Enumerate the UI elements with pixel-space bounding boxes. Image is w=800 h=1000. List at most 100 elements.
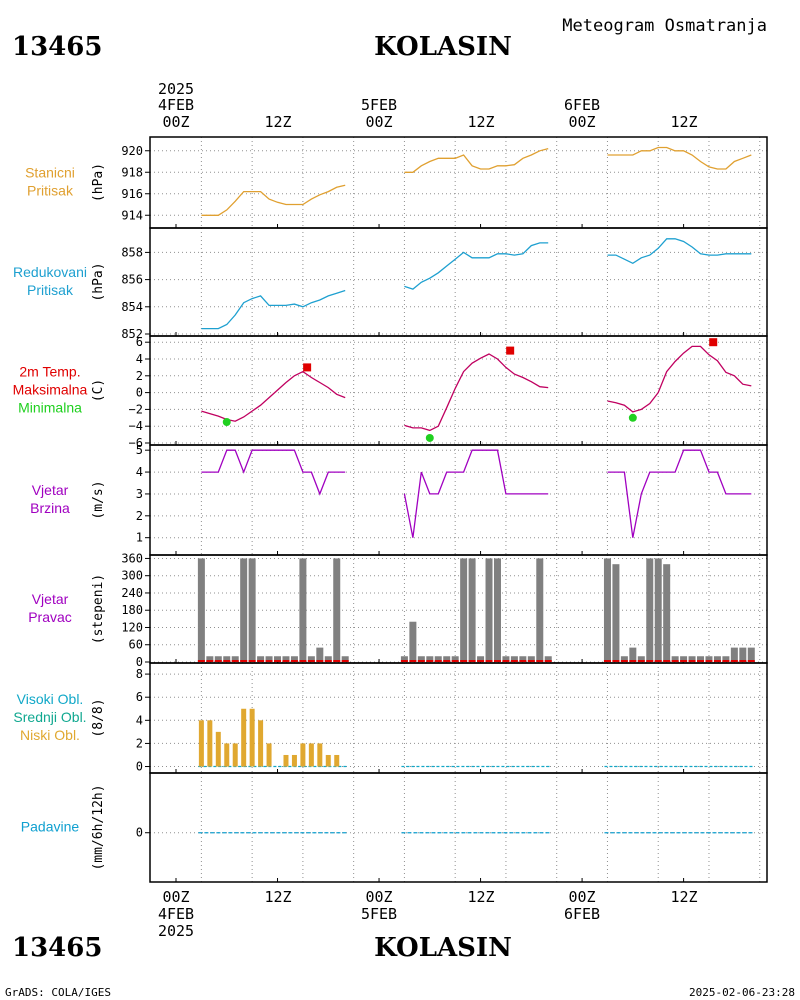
cloud_cover-unit-label: (8/8) — [91, 698, 106, 737]
wind-direction-bar — [747, 647, 755, 662]
y-tick-label: −4 — [129, 419, 143, 433]
wind-direction-bar — [206, 656, 214, 662]
station-id-bottom: 13465 — [12, 933, 102, 963]
wind-direction-bar — [713, 656, 721, 662]
cloud_cover-label-line: Srednji Obl. — [13, 709, 86, 725]
low-cloud-bar — [241, 708, 247, 767]
wind_speed-label-line: Brzina — [30, 500, 70, 516]
wind-direction-bar — [680, 656, 688, 662]
station_pressure-series-line — [201, 184, 346, 216]
wind-direction-bar — [603, 558, 611, 662]
station_pressure-unit-label: (hPa) — [91, 163, 106, 202]
hour-label-top-6: 12Z — [670, 113, 697, 131]
low-cloud-bar — [308, 743, 314, 767]
wind-direction-bar — [341, 656, 349, 662]
min-temp-marker — [425, 433, 434, 442]
wind-direction-bar — [629, 647, 637, 662]
wind_speed-series-line — [201, 449, 346, 496]
precipitation-label-line: Padavine — [21, 819, 80, 835]
reduced_pressure-label-line: Pritisak — [27, 282, 74, 298]
panel-frame — [149, 335, 768, 446]
station_pressure-panel: 914 916 918 920 Stanicni Pritisak (hPa) — [25, 137, 767, 228]
cloud_cover-label-line: Niski Obl. — [20, 727, 80, 743]
temperature-series-line — [201, 370, 346, 422]
low-cloud-bar — [291, 754, 297, 767]
wind-direction-bar — [671, 656, 679, 662]
wind-direction-bar — [223, 656, 231, 662]
wind-direction-bar — [697, 656, 705, 662]
wind-direction-bar — [460, 558, 468, 662]
y-tick-label: 8 — [136, 667, 143, 681]
wind-direction-bar — [434, 656, 442, 662]
wind-direction-bar — [544, 656, 552, 662]
wind-direction-bar — [214, 656, 222, 662]
low-cloud-bar — [207, 720, 213, 767]
day-label-bottom-1: 4FEB — [158, 905, 194, 923]
product-title: Meteogram Osmatranja — [562, 16, 767, 36]
reduced_pressure-panel: 852 854 856 858 Redukovani Pritisak (hPa) — [13, 228, 767, 341]
wind-direction-bar — [468, 558, 476, 662]
reduced_pressure-series-line — [607, 238, 752, 265]
wind-direction-bar — [620, 656, 628, 662]
year-label-bottom: 2025 — [158, 922, 194, 940]
wind-direction-bar — [409, 621, 417, 662]
max-temp-marker — [709, 338, 718, 347]
low-cloud-bar — [224, 743, 230, 767]
station_pressure-series-line — [607, 146, 752, 170]
wind_speed-panel: 1 2 3 4 5 Vjetar Brzina (m/s) — [30, 443, 767, 555]
station_pressure-series-line — [404, 147, 549, 173]
y-tick-label: 4 — [136, 352, 143, 366]
wind-direction-bar — [417, 656, 425, 662]
y-tick-label: 916 — [121, 187, 143, 201]
y-tick-label: 2 — [136, 736, 143, 750]
day-label-bottom-2: 5FEB — [361, 905, 397, 923]
min-temp-marker — [628, 413, 637, 422]
precipitation-panel: 0 Padavine (mm/6h/12h) — [21, 773, 767, 882]
y-tick-label: 2 — [136, 509, 143, 523]
wind_direction-panel: 0 60 120 180 240 300 360 Vjetar Pravac (stepeni) — [28, 551, 767, 669]
y-tick-label: 6 — [136, 690, 143, 704]
wind_direction-unit-label: (stepeni) — [91, 574, 106, 644]
y-tick-label: 854 — [121, 300, 143, 314]
wind_speed-unit-label: (m/s) — [91, 480, 106, 519]
wind_speed-series-line — [403, 449, 549, 538]
station-name-top: KOLASIN — [374, 32, 512, 62]
panel-frame — [149, 772, 768, 883]
y-tick-label: 5 — [136, 443, 143, 457]
y-tick-label: 0 — [136, 760, 143, 774]
y-tick-label: 2 — [136, 369, 143, 383]
wind-direction-bar — [722, 656, 730, 662]
wind-direction-bar — [519, 656, 527, 662]
y-tick-label: 240 — [121, 586, 143, 600]
station-id-top: 13465 — [12, 32, 102, 62]
low-cloud-bar — [334, 754, 340, 767]
wind-direction-bar — [502, 656, 510, 662]
hour-label-bottom-5: 00Z — [568, 888, 595, 906]
min-temp-marker — [222, 418, 231, 426]
y-tick-label: 0 — [136, 386, 143, 400]
y-tick-label: 858 — [121, 245, 143, 259]
low-cloud-bar — [317, 743, 323, 767]
y-tick-label: 60 — [129, 638, 143, 652]
station_pressure-label-line: Stanicni — [25, 165, 75, 181]
wind-direction-bar — [451, 656, 459, 662]
low-cloud-bar — [232, 743, 238, 767]
y-tick-label: 0 — [136, 655, 143, 669]
y-tick-label: 180 — [121, 603, 143, 617]
y-tick-label: 4 — [136, 713, 143, 727]
wind-direction-bar — [443, 656, 451, 662]
wind-direction-bar — [426, 656, 434, 662]
temperature-label-line: 2m Temp. — [19, 364, 80, 380]
y-tick-label: 1 — [136, 531, 143, 545]
y-tick-label: 914 — [121, 208, 143, 222]
cloud_cover-label-line: Visoki Obl. — [17, 691, 84, 707]
station_pressure-label-line: Pritisak — [27, 183, 74, 199]
hour-label-top-2: 12Z — [264, 113, 291, 131]
wind-direction-bar — [299, 558, 307, 662]
y-tick-label: 4 — [136, 465, 143, 479]
wind_direction-label-line: Pravac — [28, 609, 72, 625]
y-tick-label: 360 — [121, 551, 143, 565]
y-tick-label: 856 — [121, 273, 143, 287]
